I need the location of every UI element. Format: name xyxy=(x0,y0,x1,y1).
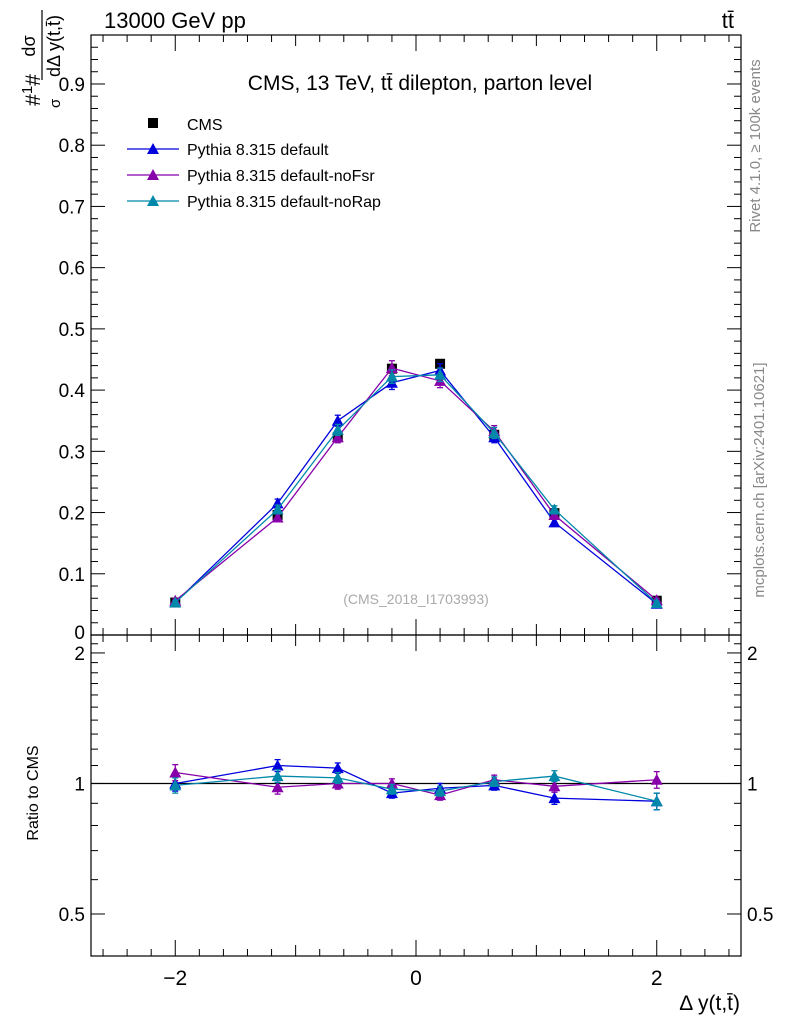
ratio-point xyxy=(331,762,344,774)
y-tick-label: 0.2 xyxy=(59,504,85,525)
ratio-point xyxy=(385,777,398,789)
data-point xyxy=(650,597,663,609)
x-tick-label: 0 xyxy=(410,967,422,990)
ratio-tick-label-left: 2 xyxy=(74,644,85,665)
legend-item-cms: CMS xyxy=(148,117,223,134)
series-cms-data xyxy=(170,358,662,608)
series-0 xyxy=(169,363,663,609)
y-tick-label-zero: 0 xyxy=(74,623,85,644)
legend-marker-cms xyxy=(148,118,158,128)
data-point xyxy=(385,370,398,382)
ratio-point xyxy=(488,775,501,787)
ratio-panel: 0.5 0.5 1 1 2 2 −2 0 2 xyxy=(59,634,773,990)
ratio-point xyxy=(650,795,663,807)
top-axis-ticks: 0.1 0.2 0.3 0.4 0.5 0.6 0.7 0.8 0.9 0 xyxy=(59,35,741,644)
ratio-point xyxy=(271,770,284,782)
data-point xyxy=(169,596,182,608)
rivet-label: Rivet 4.1.0, ≥ 100k events xyxy=(747,59,764,232)
ratio-point xyxy=(331,771,344,783)
y-label-frac-den: dΔ y(t,t̄) xyxy=(44,15,64,77)
series-line xyxy=(174,369,658,605)
legend-marker-nofsr xyxy=(147,169,159,180)
legend-marker-default xyxy=(147,143,159,154)
ratio-point xyxy=(271,781,284,793)
series-1 xyxy=(169,360,663,606)
data-point xyxy=(548,503,561,515)
y-label-frac-num: dσ xyxy=(19,35,39,56)
series-2 xyxy=(169,367,663,609)
data-point xyxy=(488,426,501,438)
series-line xyxy=(174,374,658,604)
legend-item-default: Pythia 8.315 default xyxy=(127,142,329,159)
legend-label-norap: Pythia 8.315 default-noRap xyxy=(187,194,381,211)
ratio-tick-label-right: 0.5 xyxy=(747,905,773,926)
y-label-prefix: # xyxy=(22,94,45,106)
ratio-series-2 xyxy=(169,769,663,811)
watermark: (CMS_2018_I1703993) xyxy=(343,591,489,607)
ratio-line xyxy=(175,771,657,796)
legend: CMS Pythia 8.315 default Pythia 8.315 de… xyxy=(127,117,381,211)
data-point xyxy=(548,509,561,520)
chart-title: CMS, 13 TeV, tt̄ dilepton, parton level xyxy=(248,72,592,95)
svg-text:#1#: #1# xyxy=(19,74,45,106)
legend-label-default: Pythia 8.315 default xyxy=(187,142,329,159)
ratio-tick-label-right: 1 xyxy=(747,774,758,795)
y-tick-label: 0.1 xyxy=(59,565,85,586)
legend-item-nofsr: Pythia 8.315 default-noFsr xyxy=(127,168,375,185)
ratio-point xyxy=(548,770,561,782)
ratio-point xyxy=(169,766,182,778)
x-tick-label: −2 xyxy=(163,967,187,990)
ratio-point xyxy=(650,773,663,785)
data-point xyxy=(271,511,284,523)
y-axis-label-ratio: Ratio to CMS xyxy=(25,745,42,840)
ratio-axis-ticks: 0.5 0.5 1 1 2 2 −2 0 2 xyxy=(59,635,773,990)
ratio-point xyxy=(271,759,284,771)
data-point xyxy=(331,431,344,443)
ratio-point xyxy=(548,780,561,792)
y-tick-label: 0.4 xyxy=(59,381,86,402)
ratio-series-1 xyxy=(169,764,663,801)
ratio-series-layer xyxy=(169,758,663,811)
data-point xyxy=(331,423,344,435)
data-point xyxy=(271,503,284,515)
ratio-point xyxy=(548,792,561,804)
mcplots-label: mcplots.cern.ch [arXiv:2401.10621] xyxy=(751,362,768,597)
data-point xyxy=(434,368,447,380)
y-tick-label: 0.9 xyxy=(59,75,85,96)
energy-label: 13000 GeV pp xyxy=(104,8,246,33)
ratio-line xyxy=(175,775,657,802)
y-tick-label: 0.5 xyxy=(59,320,85,341)
legend-marker-norap xyxy=(147,195,159,206)
ratio-tick-label-right: 2 xyxy=(747,644,758,665)
ratio-panel-frame xyxy=(90,634,742,957)
y-tick-label: 0.8 xyxy=(59,136,85,157)
y-label-mid: # xyxy=(22,74,45,86)
ratio-point xyxy=(434,785,447,797)
y-axis-label-top: #1# σ dσ dΔ y(t,t̄) xyxy=(19,10,64,108)
ratio-tick-label-left: 1 xyxy=(74,774,85,795)
y-tick-label: 0.3 xyxy=(59,442,85,463)
x-axis-label: Δ y(t,t̄) xyxy=(679,992,740,1015)
main-panel: CMS, 13 TeV, tt̄ dilepton, parton level … xyxy=(59,34,742,644)
y-label-inv-den: σ xyxy=(47,98,64,108)
y-tick-label: 0.6 xyxy=(59,259,85,280)
x-tick-label: 2 xyxy=(651,967,663,990)
ratio-tick-label-left: 0.5 xyxy=(59,905,85,926)
top-series-layer xyxy=(169,358,663,609)
legend-item-norap: Pythia 8.315 default-noRap xyxy=(127,194,381,211)
data-point xyxy=(548,516,561,528)
y-tick-label: 0.7 xyxy=(59,197,85,218)
series-line xyxy=(174,367,658,602)
data-point xyxy=(331,414,344,426)
legend-label-cms: CMS xyxy=(187,117,223,134)
ratio-point xyxy=(385,783,398,795)
y-label-inv-num: 1 xyxy=(19,86,36,94)
legend-label-nofsr: Pythia 8.315 default-noFsr xyxy=(187,168,375,185)
process-label: tt̄ xyxy=(722,8,734,33)
ratio-point xyxy=(169,779,182,791)
